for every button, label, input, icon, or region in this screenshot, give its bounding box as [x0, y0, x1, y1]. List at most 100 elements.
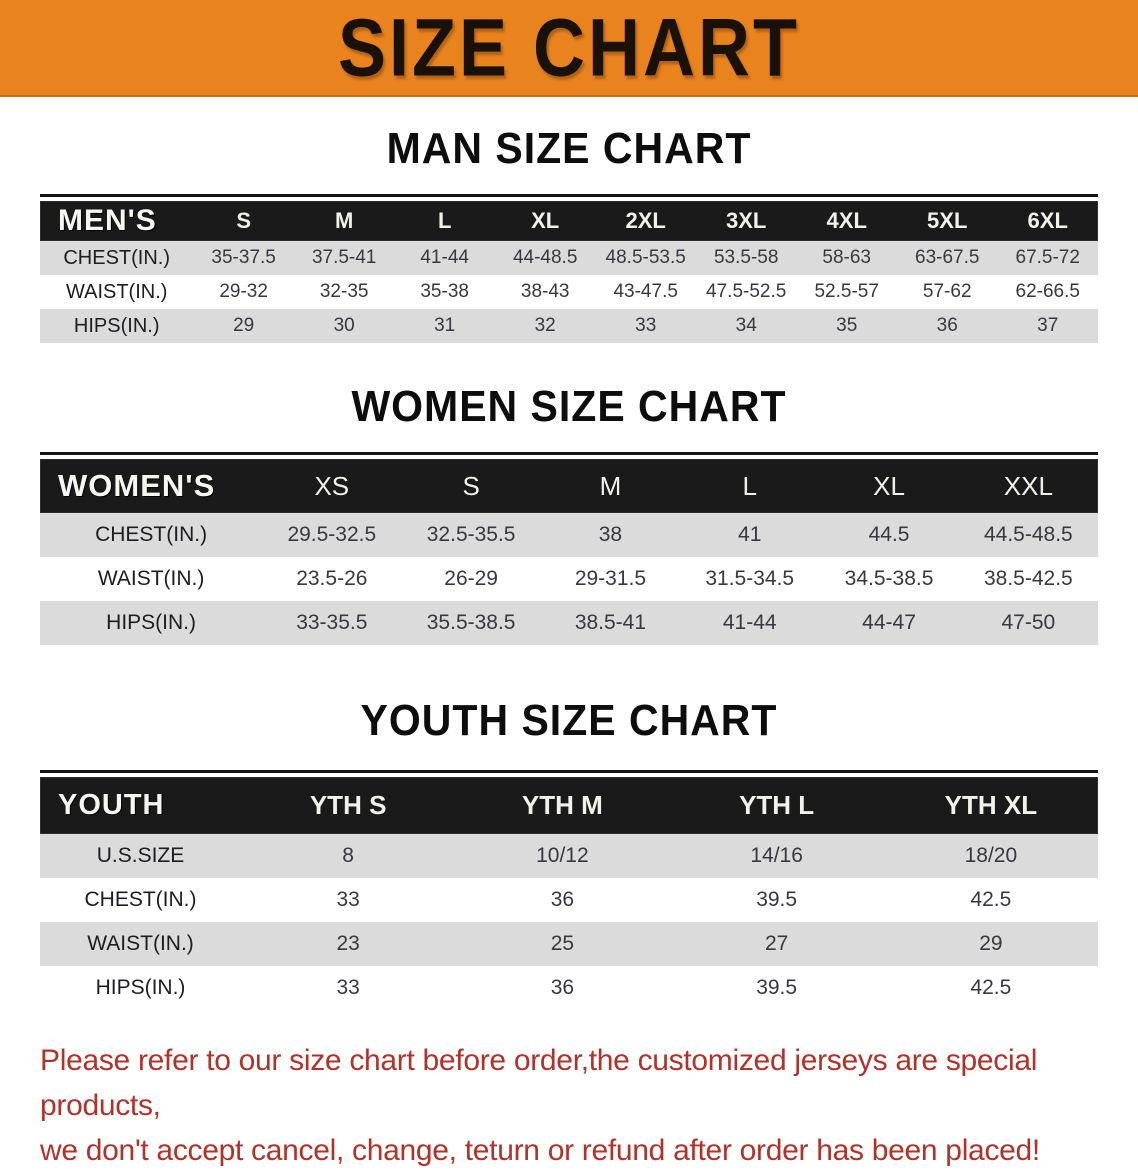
men-cell-0-1: 37.5-41 [311, 247, 377, 268]
men-size-column-6: 4XL [826, 208, 867, 233]
women-size-column-0: XS [314, 470, 350, 501]
women-cell-0-5: 44.5-48.5 [983, 523, 1073, 546]
men-cell-1-6: 52.5-57 [814, 281, 879, 302]
youth-row-label-3: HIPS(IN.) [95, 976, 186, 999]
men-table-row-2: HIPS(IN.) 29 30 31 32 33 34 35 36 37 [40, 309, 1098, 343]
men-cell-2-4: 33 [635, 315, 657, 336]
women-cell-2-3: 41-44 [722, 611, 777, 634]
men-cell-1-2: 35-38 [420, 281, 469, 302]
women-table-header-label: WOMEN'S [58, 468, 216, 503]
men-cell-1-5: 47.5-52.5 [706, 281, 787, 302]
men-cell-2-6: 35 [836, 315, 858, 336]
youth-cell-3-0: 33 [336, 976, 360, 999]
women-table-row-1: WAIST(IN.) 23.5-26 26-29 29-31.5 31.5-34.5 34… [40, 557, 1098, 601]
men-cell-2-3: 32 [534, 315, 556, 336]
women-cell-0-1: 32.5-35.5 [426, 523, 516, 546]
men-size-column-3: XL [531, 208, 560, 233]
women-row-label-1: WAIST(IN.) [97, 567, 205, 590]
youth-cell-0-1: 10/12 [536, 844, 589, 867]
youth-cell-1-2: 39.5 [756, 888, 798, 911]
men-size-column-5: 3XL [726, 208, 767, 233]
women-size-column-1: S [462, 470, 480, 501]
youth-table-row-0: U.S.SIZE 8 10/12 14/16 18/20 [40, 834, 1098, 878]
youth-table-row-2: WAIST(IN.) 23 25 27 29 [40, 922, 1098, 966]
men-cell-1-3: 38-43 [520, 281, 570, 302]
men-cell-0-6: 58-63 [822, 247, 872, 268]
women-cell-1-1: 26-29 [444, 567, 498, 590]
size-chart-sections: MAN SIZE CHART MEN'S S M L XL 2XL 3XL 4XL 5XL 6XL C… [0, 123, 1138, 1010]
men-size-column-1: M [335, 208, 354, 233]
men-row-label-0: CHEST(IN.) [63, 246, 171, 269]
youth-cell-3-3: 42.5 [970, 976, 1012, 999]
men-cell-0-2: 41-44 [420, 247, 469, 268]
youth-table-row-1: CHEST(IN.) 33 36 39.5 42.5 [40, 878, 1098, 922]
youth-table-row-3: HIPS(IN.) 33 36 39.5 42.5 [40, 966, 1098, 1010]
youth-size-column-2: YTH L [739, 790, 815, 820]
youth-cell-0-0: 8 [342, 844, 354, 867]
men-row-label-2: HIPS(IN.) [73, 314, 160, 337]
youth-cell-2-1: 25 [550, 932, 575, 955]
men-row-label-1: WAIST(IN.) [65, 280, 168, 303]
men-table-row-1: WAIST(IN.) 29-32 32-35 35-38 38-43 43-47.5 47.… [40, 275, 1098, 309]
youth-cell-0-3: 18/20 [964, 844, 1018, 867]
section-heading-men: MAN SIZE CHART [386, 123, 752, 173]
youth-row-label-1: CHEST(IN.) [84, 888, 197, 911]
women-cell-2-4: 44-47 [862, 611, 916, 634]
men-cell-0-7: 63-67.5 [915, 247, 980, 268]
men-size-column-2: L [437, 208, 452, 233]
men-cell-0-8: 67.5-72 [1015, 247, 1080, 268]
men-cell-2-1: 30 [333, 315, 355, 336]
men-table-header-row: MEN'S S M L XL 2XL 3XL 4XL 5XL 6XL [40, 201, 1098, 241]
women-table-row-0: CHEST(IN.) 29.5-32.5 32.5-35.5 38 41 44.5 44.5… [40, 513, 1098, 557]
men-size-column-4: 2XL [625, 208, 666, 233]
size-chart-banner: SIZE CHART [0, 0, 1138, 97]
men-cell-2-8: 37 [1037, 315, 1059, 336]
men-cell-2-5: 34 [735, 315, 757, 336]
women-row-label-0: CHEST(IN.) [95, 523, 208, 546]
men-cell-0-5: 53.5-58 [713, 247, 779, 268]
youth-size-table: YOUTH YTH S YTH M YTH L YTH XL U.S.SIZE 8 10/12… [40, 770, 1098, 1010]
section-heading-youth: YOUTH SIZE CHART [360, 695, 778, 745]
men-cell-1-1: 32-35 [319, 281, 369, 302]
women-cell-0-2: 38 [598, 523, 623, 546]
men-cell-1-7: 57-62 [922, 281, 972, 302]
men-cell-2-7: 36 [936, 315, 958, 336]
men-cell-1-8: 62-66.5 [1015, 281, 1080, 302]
women-row-label-2: HIPS(IN.) [106, 611, 196, 634]
youth-cell-2-2: 27 [764, 932, 789, 955]
women-cell-1-3: 31.5-34.5 [705, 567, 795, 590]
women-cell-2-5: 47-50 [1001, 611, 1056, 634]
women-cell-0-4: 44.5 [868, 523, 910, 546]
youth-cell-3-1: 36 [550, 976, 575, 999]
women-cell-0-3: 41 [738, 523, 762, 546]
youth-size-column-0: YTH S [309, 790, 387, 820]
men-table-row-0: CHEST(IN.) 35-37.5 37.5-41 41-44 44-48.5 48.5… [40, 241, 1098, 275]
section-heading-women: WOMEN SIZE CHART [351, 381, 787, 431]
women-cell-2-0: 33-35.5 [296, 611, 368, 634]
order-notice: Please refer to our size chart before or… [0, 1038, 1138, 1173]
men-size-column-0: S [236, 208, 251, 233]
men-cell-1-4: 43-47.5 [613, 281, 678, 302]
women-size-column-3: L [742, 470, 757, 501]
men-size-column-7: 5XL [927, 208, 968, 233]
youth-row-label-0: U.S.SIZE [96, 844, 185, 867]
women-table-header-row: WOMEN'S XS S M L XL XXL [40, 459, 1098, 513]
women-cell-2-1: 35.5-38.5 [426, 611, 516, 634]
men-cell-0-0: 35-37.5 [211, 247, 276, 268]
women-cell-1-4: 34.5-38.5 [844, 567, 934, 590]
men-size-table: MEN'S S M L XL 2XL 3XL 4XL 5XL 6XL CHEST(IN.) 35-37… [40, 194, 1098, 343]
youth-size-column-3: YTH XL [944, 790, 1038, 820]
women-cell-1-5: 38.5-42.5 [983, 567, 1073, 590]
page-title: SIZE CHART [338, 1, 800, 94]
youth-cell-2-0: 23 [336, 932, 360, 955]
youth-cell-1-1: 36 [550, 888, 575, 911]
youth-cell-1-3: 42.5 [970, 888, 1012, 911]
youth-table-header-row: YOUTH YTH S YTH M YTH L YTH XL [40, 777, 1098, 834]
men-cell-1-0: 29-32 [219, 281, 268, 302]
women-size-column-5: XXL [1003, 470, 1053, 501]
youth-cell-1-0: 33 [336, 888, 360, 911]
men-cell-0-4: 48.5-53.5 [605, 247, 686, 268]
women-cell-1-0: 23.5-26 [296, 567, 368, 590]
women-cell-2-2: 38.5-41 [574, 611, 647, 634]
men-size-column-8: 6XL [1027, 208, 1068, 233]
